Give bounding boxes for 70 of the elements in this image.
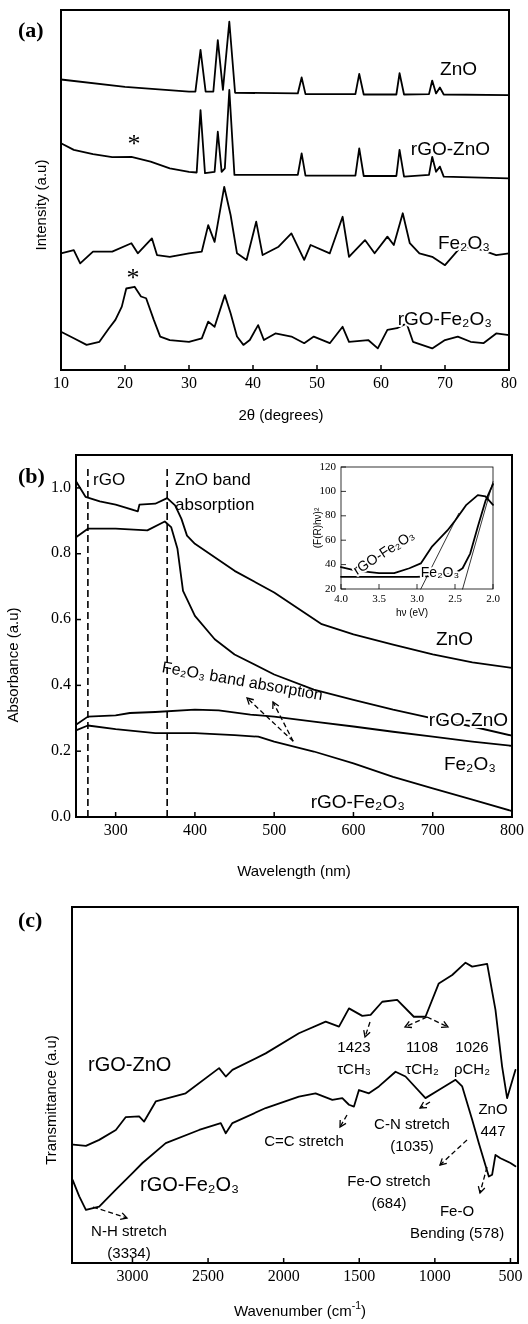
x-tick-label: 500 bbox=[262, 821, 287, 838]
x-tick-label: 500 bbox=[498, 1267, 523, 1284]
y-tick-label: 60 bbox=[325, 532, 337, 545]
x-tick-label: 1500 bbox=[343, 1267, 376, 1284]
x-tick-label: 4.0 bbox=[334, 592, 349, 604]
annotation: 1423 τCH₃ bbox=[337, 1037, 371, 1077]
series-label: Fe₂O₃ bbox=[443, 753, 496, 775]
x-tick-label: 2.5 bbox=[448, 592, 463, 604]
chart-title: (a) bbox=[18, 17, 44, 43]
y-axis-title: Intensity (a.u) bbox=[31, 159, 49, 251]
annotation: * bbox=[127, 128, 141, 158]
x-tick-label: 700 bbox=[420, 821, 445, 838]
series-label: rGO-Fe₂O₃ bbox=[140, 1173, 240, 1196]
x-axis-title: Wavelength (nm) bbox=[237, 861, 351, 879]
y-tick-label: 100 bbox=[319, 483, 337, 496]
x-tick-label: 30 bbox=[181, 374, 197, 391]
x-tick-label: 800 bbox=[500, 821, 524, 838]
x-tick-label: 2500 bbox=[192, 1267, 225, 1284]
annotation: Fe₂O₃ band absorption bbox=[160, 658, 325, 704]
chart-title: (b) bbox=[18, 463, 45, 489]
y-tick-label: 0.2 bbox=[51, 740, 71, 758]
x-tick-label: 2.0 bbox=[486, 592, 501, 604]
x-axis-title: 2θ (degrees) bbox=[238, 405, 324, 423]
x-tick-label: 3000 bbox=[116, 1267, 149, 1284]
x-tick-label: 400 bbox=[182, 821, 207, 838]
x-tick-label: 2000 bbox=[267, 1267, 300, 1284]
annotation: C-N stretch (1035) bbox=[374, 1114, 450, 1154]
series-label: ZnO bbox=[440, 58, 477, 80]
x-tick-label: 50 bbox=[309, 374, 325, 391]
x-tick-label: 3.5 bbox=[372, 592, 387, 604]
series-label: rGO-ZnO bbox=[428, 709, 508, 731]
y-tick-label: 0.4 bbox=[51, 675, 71, 693]
x-tick-label: 3.0 bbox=[410, 592, 425, 604]
annotation: 1026 ρCH₂ bbox=[453, 1037, 491, 1077]
annotation: ZnO 447 bbox=[478, 1099, 508, 1139]
x-tick-label: 10 bbox=[53, 374, 69, 391]
x-tick-label: 1000 bbox=[418, 1267, 451, 1284]
annotation: C=C stretch bbox=[264, 1131, 344, 1149]
ref-line-label: rGO bbox=[93, 470, 126, 490]
y-tick-label: 20 bbox=[325, 581, 337, 594]
series-label: rGO-Fe₂O₃ bbox=[310, 791, 405, 813]
x-tick-label: 300 bbox=[103, 821, 128, 838]
x-tick-label: 70 bbox=[437, 374, 453, 391]
series-label: rGO-ZnO bbox=[410, 138, 490, 160]
y-tick-label: 40 bbox=[325, 557, 337, 570]
y-tick-label: 0.6 bbox=[51, 609, 71, 627]
ref-line-label: ZnO band absorption bbox=[175, 470, 255, 515]
annotation: 1108 τCH₂ bbox=[405, 1037, 439, 1077]
x-tick-label: 600 bbox=[341, 821, 366, 838]
y-tick-label: 1.0 bbox=[51, 477, 71, 495]
y-axis-title: (F(R)hν)² bbox=[311, 507, 323, 549]
chart-title: (c) bbox=[18, 907, 43, 933]
series-label: rGO-ZnO bbox=[88, 1053, 172, 1076]
series-label: Fe₂O₃ bbox=[437, 232, 490, 254]
y-tick-label: 80 bbox=[325, 508, 337, 521]
x-tick-label: 20 bbox=[117, 374, 133, 391]
annotation: N-H stretch (3334) bbox=[91, 1221, 167, 1261]
y-tick-label: 0.8 bbox=[51, 543, 71, 561]
series-label: ZnO bbox=[436, 628, 473, 650]
annotation: * bbox=[126, 262, 140, 292]
x-axis-title: hν (eV) bbox=[395, 606, 429, 618]
x-axis-title: Wavenumber (cm$^{-1}$) bbox=[233, 1298, 367, 1319]
y-tick-label: 0.0 bbox=[51, 806, 71, 824]
y-axis-title: Transmittance (a.u) bbox=[41, 1035, 59, 1165]
x-tick-label: 60 bbox=[373, 374, 389, 391]
x-tick-label: 80 bbox=[501, 374, 517, 391]
y-tick-label: 120 bbox=[319, 459, 337, 472]
x-tick-label: 40 bbox=[245, 374, 261, 391]
series-label: rGO-Fe₂O₃ bbox=[397, 308, 492, 330]
y-axis-title: Absorbance (a.u) bbox=[3, 607, 21, 723]
